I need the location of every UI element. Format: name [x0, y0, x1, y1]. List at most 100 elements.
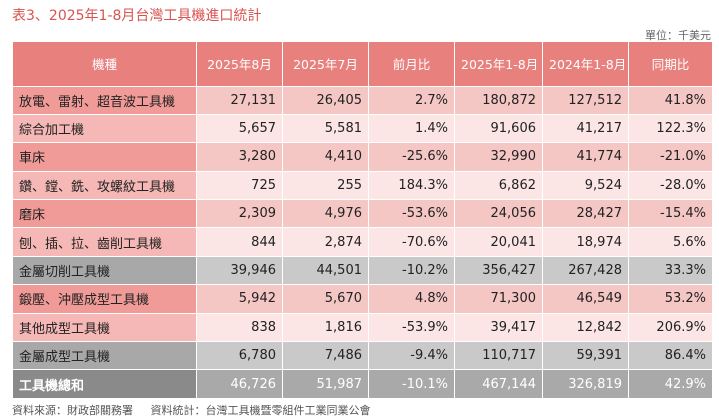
- row-label: 車床: [12, 142, 197, 172]
- table-cell: 86.4%: [628, 341, 713, 371]
- table-cell: 4,410: [282, 142, 369, 172]
- table-cell: 356,427: [454, 256, 543, 286]
- table-header-row: 機種 2025年8月 2025年7月 前月比 2025年1-8月 2024年1-…: [12, 42, 713, 87]
- table-cell: 59,391: [542, 341, 629, 371]
- table-cell: 4,976: [282, 199, 369, 229]
- row-label: 綜合加工機: [12, 114, 197, 144]
- table-cell: -70.6%: [368, 227, 455, 257]
- footer-notes: 資料來源：財政部關務署 資料統計：台灣工具機暨零組件工業同業公會: [12, 402, 371, 418]
- table-cell: 2,309: [196, 199, 283, 229]
- table-cell: 838: [196, 313, 283, 343]
- row-label: 放電、雷射、超音波工具機: [12, 86, 197, 115]
- table-row: 鑽、鏜、銑、攻螺紋工具機 725 255 184.3% 6,862 9,524 -28.0%: [12, 171, 713, 201]
- table-row: 刨、插、拉、齒削工具機 844 2,874 -70.6% 20,041 18,974 5.6…: [12, 227, 713, 257]
- table-row: 金屬切削工具機 39,946 44,501 -10.2% 356,427 267,428 3…: [12, 256, 713, 286]
- table-row: 車床 3,280 4,410 -25.6% 32,990 41,774 -21.0%: [12, 142, 713, 172]
- table-cell: 110,717: [454, 341, 543, 371]
- row-label: 金屬成型工具機: [12, 341, 197, 371]
- row-label: 工具機總和: [12, 369, 197, 399]
- import-statistics-table: 機種 2025年8月 2025年7月 前月比 2025年1-8月 2024年1-…: [12, 42, 713, 399]
- table-cell: -10.1%: [368, 369, 455, 399]
- table-cell: 2,874: [282, 227, 369, 257]
- table-cell: 71,300: [454, 284, 543, 314]
- column-header: 2025年7月: [282, 42, 369, 87]
- table-cell: 1,816: [282, 313, 369, 343]
- table-cell: 2.7%: [368, 86, 455, 115]
- table-cell: 46,726: [196, 369, 283, 399]
- table-cell: 33.3%: [628, 256, 713, 286]
- table-cell: 725: [196, 171, 283, 201]
- table-cell: 41.8%: [628, 86, 713, 115]
- row-label: 金屬切削工具機: [12, 256, 197, 286]
- table-cell: 6,780: [196, 341, 283, 371]
- table-cell: 44,501: [282, 256, 369, 286]
- column-header: 同期比: [628, 42, 713, 87]
- table-cell: 844: [196, 227, 283, 257]
- table-cell: 20,041: [454, 227, 543, 257]
- table-cell: 127,512: [542, 86, 629, 115]
- table-cell: 3,280: [196, 142, 283, 172]
- table-cell: 46,549: [542, 284, 629, 314]
- table-row: 放電、雷射、超音波工具機 27,131 26,405 2.7% 180,872 127,5…: [12, 86, 713, 115]
- table-cell: 255: [282, 171, 369, 201]
- table-cell: -9.4%: [368, 341, 455, 371]
- table-cell: 5,942: [196, 284, 283, 314]
- table-cell: 28,427: [542, 199, 629, 229]
- table-cell: 467,144: [454, 369, 543, 399]
- column-header: 2025年8月: [196, 42, 283, 87]
- table-cell: 27,131: [196, 86, 283, 115]
- row-label: 鑽、鏜、銑、攻螺紋工具機: [12, 171, 197, 201]
- table-cell: 326,819: [542, 369, 629, 399]
- table-cell: 180,872: [454, 86, 543, 115]
- table-cell: -21.0%: [628, 142, 713, 172]
- column-header: 2025年1-8月: [454, 42, 543, 87]
- table-cell: 4.8%: [368, 284, 455, 314]
- table-cell: 5,670: [282, 284, 369, 314]
- table-cell: -53.6%: [368, 199, 455, 229]
- table-cell: 39,946: [196, 256, 283, 286]
- row-label: 鍛壓、沖壓成型工具機: [12, 284, 197, 314]
- column-header: 機種: [12, 42, 197, 87]
- row-label: 刨、插、拉、齒削工具機: [12, 227, 197, 257]
- table-cell: 122.3%: [628, 114, 713, 144]
- table-row: 金屬成型工具機 6,780 7,486 -9.4% 110,717 59,391 86.4%: [12, 341, 713, 371]
- row-label: 其他成型工具機: [12, 313, 197, 343]
- table-cell: 5,581: [282, 114, 369, 144]
- table-cell: 7,486: [282, 341, 369, 371]
- page-title: 表3、2025年1-8月台灣工具機進口統計: [12, 8, 262, 24]
- column-header: 前月比: [368, 42, 455, 87]
- table-cell: 41,774: [542, 142, 629, 172]
- table-cell: 9,524: [542, 171, 629, 201]
- table-cell: 5.6%: [628, 227, 713, 257]
- table-row: 其他成型工具機 838 1,816 -53.9% 39,417 12,842 206.9%: [12, 313, 713, 343]
- table-cell: -10.2%: [368, 256, 455, 286]
- table-row: 綜合加工機 5,657 5,581 1.4% 91,606 41,217 122.3%: [12, 114, 713, 144]
- table-cell: 206.9%: [628, 313, 713, 343]
- unit-label: 單位：千美元: [645, 29, 711, 42]
- table-cell: -53.9%: [368, 313, 455, 343]
- table-cell: -28.0%: [628, 171, 713, 201]
- table-cell: 91,606: [454, 114, 543, 144]
- table-cell: 267,428: [542, 256, 629, 286]
- table-cell: 1.4%: [368, 114, 455, 144]
- table-row: 磨床 2,309 4,976 -53.6% 24,056 28,427 -15.4%: [12, 199, 713, 229]
- table-cell: 42.9%: [628, 369, 713, 399]
- table-cell: 32,990: [454, 142, 543, 172]
- table-cell: 26,405: [282, 86, 369, 115]
- compiled-note: 資料統計：台灣工具機暨零組件工業同業公會: [150, 404, 371, 417]
- table-cell: -25.6%: [368, 142, 455, 172]
- table-cell: 6,862: [454, 171, 543, 201]
- table-cell: 12,842: [542, 313, 629, 343]
- source-note: 資料來源：財政部關務署: [12, 404, 133, 417]
- table-cell: 184.3%: [368, 171, 455, 201]
- table-row: 工具機總和 46,726 51,987 -10.1% 467,144 326,819 42.…: [12, 369, 713, 399]
- table-cell: -15.4%: [628, 199, 713, 229]
- row-label: 磨床: [12, 199, 197, 229]
- table-cell: 5,657: [196, 114, 283, 144]
- table-cell: 18,974: [542, 227, 629, 257]
- table-cell: 41,217: [542, 114, 629, 144]
- table-cell: 53.2%: [628, 284, 713, 314]
- table-cell: 39,417: [454, 313, 543, 343]
- table-cell: 51,987: [282, 369, 369, 399]
- table-row: 鍛壓、沖壓成型工具機 5,942 5,670 4.8% 71,300 46,549 53.2…: [12, 284, 713, 314]
